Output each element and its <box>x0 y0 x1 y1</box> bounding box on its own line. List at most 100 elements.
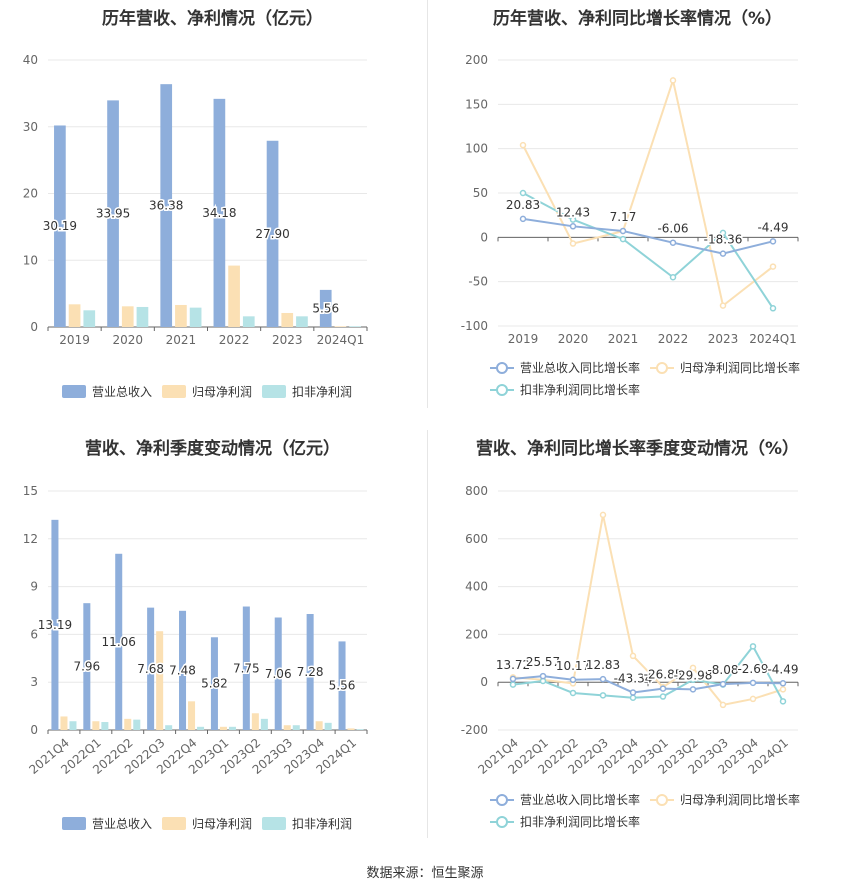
line-data-label: 20.83 <box>506 198 540 212</box>
y-tick-label: 0 <box>30 320 38 334</box>
chart-title: 营收、净利同比增长率季度变动情况（%） <box>475 439 800 459</box>
bar-2 <box>242 316 255 327</box>
bar-2 <box>296 316 308 327</box>
bar-0 <box>213 98 226 327</box>
data-point <box>509 681 517 688</box>
line-data-label: -2.69 <box>737 662 768 676</box>
x-tick-label: 2020 <box>558 332 589 346</box>
x-tick-label: 2021 <box>608 332 639 346</box>
legend-label: 归母净利润 <box>192 817 252 831</box>
bar-1 <box>188 701 196 730</box>
data-point <box>539 672 547 680</box>
line-data-label: 12.43 <box>556 205 590 219</box>
y-tick-label: -100 <box>461 319 488 333</box>
legend-swatch <box>262 385 286 398</box>
bar-1 <box>283 725 291 730</box>
bar-1 <box>124 718 132 730</box>
legend-label: 扣非净利润 <box>292 817 352 831</box>
bar-1 <box>334 326 347 327</box>
series-line-0 <box>512 675 784 694</box>
series-line-2 <box>512 644 784 702</box>
bar-0 <box>242 606 250 730</box>
line-data-label: -6.06 <box>657 222 688 236</box>
bar-2 <box>101 722 109 730</box>
bar-data-label: 30.19 <box>43 219 77 233</box>
legend-swatch <box>262 817 286 830</box>
line-data-label: -4.49 <box>757 220 788 234</box>
data-point <box>619 227 627 235</box>
chart-canvas: 0 10 20 30 40 2019 2020 2021 2022 2023 2024Q1 30.19… <box>23 53 368 399</box>
bar-0 <box>107 100 119 327</box>
legend-marker <box>496 384 508 396</box>
bar-2 <box>228 726 236 730</box>
data-point <box>629 694 637 701</box>
bar-2 <box>165 725 173 730</box>
data-point <box>669 77 677 84</box>
bar-1 <box>219 726 227 730</box>
y-tick-label: 40 <box>23 53 38 67</box>
x-tick-label: 2021 <box>166 333 197 347</box>
data-point <box>569 689 577 697</box>
data-point <box>669 273 677 281</box>
quarterly-growth-rate-chart: 营收、净利同比增长率季度变动情况（%） -200 0 200 400 600 800 202… <box>425 430 850 845</box>
series-line-2 <box>522 192 774 309</box>
series-line-1 <box>522 76 774 308</box>
quarterly-revenue-profit-chart: 营收、净利季度变动情况（亿元） 0 3 6 9 12 15 2021Q4 2022Q1 2022… <box>0 430 425 845</box>
y-tick-label: 6 <box>30 627 38 641</box>
y-tick-label: -200 <box>461 723 488 737</box>
chart-title: 营收、净利季度变动情况（亿元） <box>85 439 340 459</box>
y-tick-label: 150 <box>465 97 488 111</box>
legend-swatch <box>162 385 186 398</box>
line-data-label: 10.17 <box>556 659 590 673</box>
bar-2 <box>197 726 205 730</box>
y-tick-label: 100 <box>465 142 488 156</box>
bar-2 <box>349 326 361 327</box>
y-tick-label: 12 <box>23 532 38 546</box>
bar-data-label: 34.18 <box>202 206 236 220</box>
line-data-label: -29.98 <box>674 668 713 682</box>
bar-0 <box>54 125 66 327</box>
data-point <box>689 676 697 684</box>
series-line-1 <box>512 514 784 707</box>
legend-label: 归母净利润同比增长率 <box>680 792 800 807</box>
bar-0 <box>210 637 218 730</box>
data-point <box>769 305 777 312</box>
line-data-label: -4.49 <box>767 662 798 676</box>
data-point <box>629 652 637 660</box>
bar-2 <box>356 729 364 730</box>
legend-label: 扣非净利润 <box>292 385 352 399</box>
data-point <box>669 239 677 246</box>
bar-0 <box>179 610 187 730</box>
bar-data-label: 11.06 <box>102 635 136 649</box>
data-point <box>769 238 777 245</box>
bar-1 <box>68 304 81 327</box>
line-data-label: 25.57 <box>526 655 560 669</box>
y-tick-label: 9 <box>30 580 38 594</box>
legend-label: 归母净利润同比增长率 <box>680 360 800 375</box>
legend-label: 扣非净利润同比增长率 <box>520 382 640 397</box>
annual-revenue-profit-chart: 历年营收、净利情况（亿元） 0 10 20 30 40 2019 2020 2021 2022 2… <box>0 0 425 415</box>
data-point <box>749 679 757 687</box>
data-point <box>719 302 727 309</box>
x-tick-label: 2019 <box>59 333 90 347</box>
bar-1 <box>315 721 323 730</box>
line-data-label: 7.17 <box>610 210 637 224</box>
annual-growth-rate-chart: 历年营收、净利同比增长率情况（%） -100 -50 0 50 100 150 200 201… <box>425 0 850 415</box>
line-data-label: -8.08 <box>707 663 738 677</box>
bar-2 <box>133 719 141 730</box>
bar-0 <box>160 84 173 327</box>
legend-label: 扣非净利润同比增长率 <box>520 814 640 829</box>
data-point <box>689 686 697 693</box>
data-point <box>509 675 517 683</box>
legend-swatch <box>162 817 186 830</box>
bar-0 <box>266 140 279 327</box>
data-point <box>749 643 757 650</box>
bar-1 <box>347 728 355 730</box>
bar-0 <box>147 607 155 730</box>
bar-0 <box>274 617 282 730</box>
x-tick-label: 2024Q1 <box>749 332 797 346</box>
legend-label: 营业总收入同比增长率 <box>520 792 640 807</box>
y-tick-label: 600 <box>465 532 488 546</box>
data-point <box>519 215 527 223</box>
data-point <box>779 686 787 693</box>
